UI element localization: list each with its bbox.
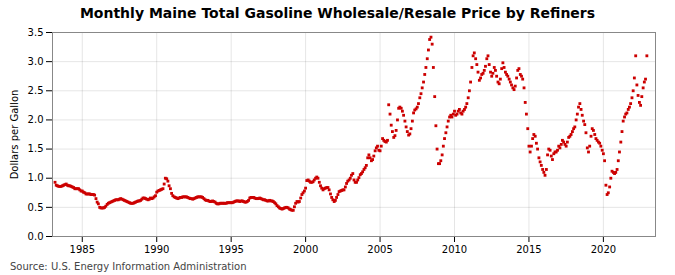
svg-text:1990: 1990: [144, 244, 169, 255]
svg-text:2020: 2020: [591, 244, 616, 255]
svg-text:Dollars per Gallon: Dollars per Gallon: [9, 90, 20, 180]
svg-text:3.5: 3.5: [28, 27, 44, 38]
svg-text:2015: 2015: [516, 244, 541, 255]
html-text:Monthly Maine Total Gasoline W: Monthly Maine Total Gasoline Wholesale/R…: [79, 5, 596, 21]
svg-text:1995: 1995: [218, 244, 243, 255]
svg-text:2005: 2005: [367, 244, 392, 255]
svg-text:1985: 1985: [70, 244, 95, 255]
svg-text:2.5: 2.5: [28, 85, 44, 96]
svg-text:2010: 2010: [442, 244, 467, 255]
svg-text:2000: 2000: [293, 244, 318, 255]
svg-text:1.0: 1.0: [28, 172, 44, 183]
svg-text:0.5: 0.5: [28, 202, 44, 213]
html-text:Source: U.S. Energy Informatio: Source: U.S. Energy Information Administ…: [10, 261, 247, 272]
svg-text:2.0: 2.0: [28, 114, 44, 125]
svg-text:3.0: 3.0: [28, 56, 44, 67]
svg-text:0.0: 0.0: [28, 231, 44, 242]
svg-text:1.5: 1.5: [28, 143, 44, 154]
